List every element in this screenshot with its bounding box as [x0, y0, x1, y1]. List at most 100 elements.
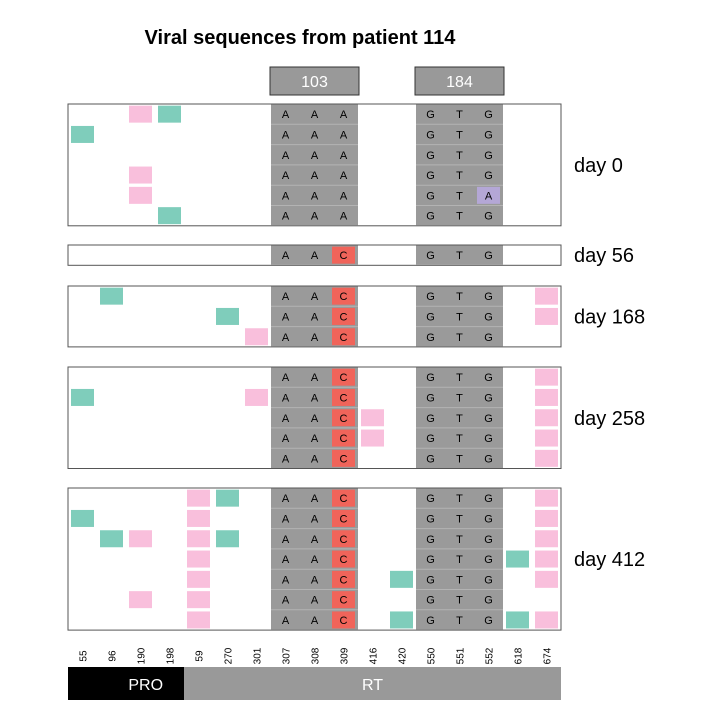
base-letter: G: [426, 574, 435, 586]
mutation-cell: [216, 307, 239, 325]
base-letter: G: [484, 554, 493, 566]
base-letter: C: [340, 372, 348, 384]
gene-region: [184, 667, 561, 700]
base-letter: G: [484, 170, 493, 182]
base-letter: G: [426, 534, 435, 546]
gene-region-label: RT: [362, 677, 383, 694]
base-letter: G: [426, 433, 435, 445]
base-letter: C: [340, 332, 348, 344]
base-letter: C: [340, 513, 348, 525]
base-letter: G: [484, 413, 493, 425]
base-letter: C: [340, 493, 348, 505]
base-letter: T: [456, 493, 463, 505]
mutation-cell: [216, 489, 239, 507]
mutation-cell: [535, 530, 558, 548]
mutation-cell: [187, 530, 210, 548]
base-letter: A: [311, 211, 319, 223]
base-letter: A: [311, 595, 319, 607]
base-letter: A: [282, 129, 290, 141]
mutation-cell: [158, 105, 181, 123]
base-letter: G: [484, 453, 493, 465]
base-letter: A: [311, 392, 319, 404]
mutation-cell: [187, 611, 210, 629]
base-letter: G: [426, 392, 435, 404]
mutation-cell: [535, 449, 558, 467]
mutation-cell: [129, 166, 152, 184]
base-letter: T: [456, 574, 463, 586]
mutation-cell: [332, 307, 355, 325]
base-letter: A: [311, 129, 319, 141]
gene-region-bar: PRO RT: [68, 667, 561, 700]
mutation-cell: [506, 550, 529, 568]
base-letter: T: [456, 109, 463, 121]
base-letter: A: [282, 372, 290, 384]
base-letter: A: [282, 493, 290, 505]
column-label: 190: [137, 647, 148, 664]
base-letter: A: [311, 433, 319, 445]
base-letter: A: [282, 190, 290, 202]
base-letter: T: [456, 129, 463, 141]
base-letter: A: [311, 150, 319, 162]
mutation-cell: [187, 591, 210, 609]
column-label: 618: [514, 647, 525, 664]
base-letter: A: [311, 413, 319, 425]
mutation-cell: [216, 530, 239, 548]
base-letter: A: [282, 615, 290, 627]
codon-header-label: 103: [301, 74, 328, 91]
base-letter: A: [311, 190, 319, 202]
base-letter: T: [456, 453, 463, 465]
base-letter: A: [340, 109, 348, 121]
mutation-cell: [390, 611, 413, 629]
base-letter: G: [426, 413, 435, 425]
mutation-cell: [390, 570, 413, 588]
timepoint-label: day 258: [574, 408, 645, 430]
codon-band: [416, 286, 503, 347]
base-letter: C: [340, 554, 348, 566]
column-label: 309: [340, 647, 351, 664]
base-letter: G: [426, 615, 435, 627]
column-label: 55: [79, 650, 90, 662]
base-letter: G: [426, 332, 435, 344]
codon-band: [416, 488, 503, 630]
column-label: 307: [282, 647, 293, 664]
base-letter: T: [456, 170, 463, 182]
timepoint-label: day 0: [574, 155, 623, 177]
base-letter: G: [426, 595, 435, 607]
base-letter: G: [484, 372, 493, 384]
base-letter: T: [456, 332, 463, 344]
base-letter: A: [311, 554, 319, 566]
base-letter: G: [484, 574, 493, 586]
base-letter: A: [282, 413, 290, 425]
base-letter: G: [426, 129, 435, 141]
base-letter: G: [484, 534, 493, 546]
base-letter: A: [485, 190, 493, 202]
gene-region: [68, 667, 184, 700]
base-letter: T: [456, 392, 463, 404]
base-letter: G: [426, 250, 435, 262]
base-letter: G: [426, 170, 435, 182]
base-letter: A: [282, 534, 290, 546]
base-letter: G: [484, 332, 493, 344]
mutation-cell: [100, 287, 123, 305]
mutation-cell: [332, 489, 355, 507]
base-letter: T: [456, 554, 463, 566]
base-letter: A: [311, 493, 319, 505]
base-letter: A: [282, 513, 290, 525]
mutation-cell: [187, 550, 210, 568]
mutation-cell: [535, 429, 558, 447]
base-letter: C: [340, 291, 348, 303]
base-letter: T: [456, 311, 463, 323]
mutation-cell: [332, 591, 355, 609]
base-letter: A: [311, 311, 319, 323]
column-label: 420: [398, 647, 409, 664]
mutation-cell: [361, 409, 384, 427]
timepoint-panel: A A A G T GA A A G T GA A A G T GA A A G T GA A A G T AA A A G T Gday …: [67, 103, 623, 227]
base-letter: G: [484, 433, 493, 445]
base-letter: A: [311, 291, 319, 303]
mutation-cell: [129, 530, 152, 548]
base-letter: A: [282, 332, 290, 344]
base-letter: A: [311, 453, 319, 465]
base-letter: A: [311, 372, 319, 384]
